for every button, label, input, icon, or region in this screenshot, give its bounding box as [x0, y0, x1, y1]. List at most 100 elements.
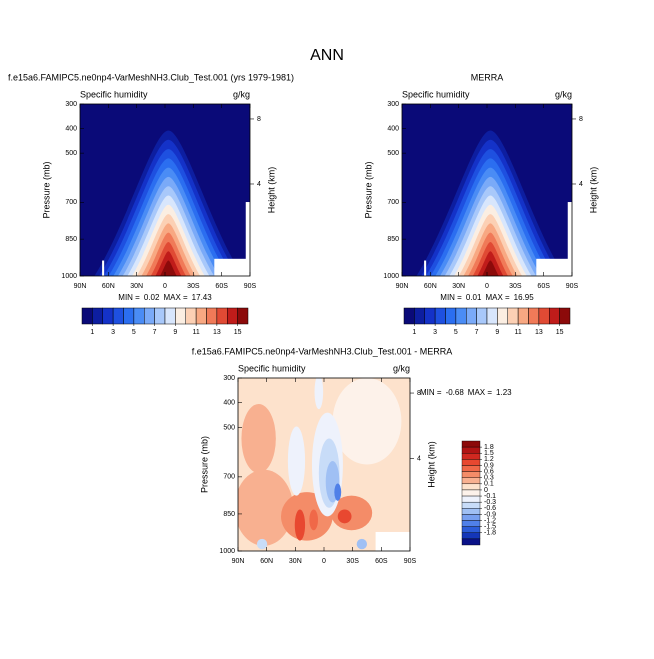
- colorbar-box: [461, 471, 481, 478]
- min-max: MIN = -0.68 MAX = 1.23: [420, 388, 512, 397]
- colorbar-label: -0.3: [484, 499, 496, 506]
- contour-fill: [332, 378, 402, 465]
- y2-axis-label: Height (km): [266, 167, 276, 214]
- min-max: MIN = 0.01 MAX = 16.95: [440, 293, 534, 302]
- colorbar-label: -0.9: [484, 511, 496, 518]
- colorbar-box: [507, 307, 519, 325]
- contour-fill: [294, 509, 306, 541]
- y-tick-label: 850: [65, 236, 77, 243]
- colorbar-label: 1: [90, 329, 94, 336]
- x-tick-label: 30S: [187, 283, 200, 290]
- colorbar-box: [461, 489, 481, 497]
- figure-title: ANN: [310, 47, 344, 64]
- y2-tick-label: 8: [417, 390, 421, 397]
- y-tick-label: 1000: [383, 273, 399, 280]
- x-tick-label: 60S: [215, 283, 228, 290]
- contour-fill: [160, 260, 177, 276]
- missing-area: [245, 202, 250, 276]
- min-max-max: 17.43: [192, 293, 213, 302]
- min-max-min: 0.01: [466, 293, 482, 302]
- x-tick-label: 60S: [537, 283, 550, 290]
- x-tick-label: 60S: [375, 558, 388, 565]
- y2-tick-label: 4: [417, 455, 421, 462]
- x-tick-label: 30S: [346, 558, 359, 565]
- y-axis-label: Pressure (mb): [363, 161, 373, 218]
- contour-fill: [287, 426, 306, 496]
- colorbar-label: -1.8: [484, 530, 496, 537]
- left-label: Specific humidity: [238, 363, 306, 373]
- x-tick-label: 90S: [566, 283, 579, 290]
- colorbar-box: [549, 307, 560, 325]
- left-label: Specific humidity: [80, 89, 148, 99]
- colorbar-box: [461, 453, 481, 460]
- colorbar-label: 0.6: [484, 468, 494, 475]
- colorbar-box: [461, 495, 481, 503]
- x-tick-label: 60N: [424, 283, 437, 290]
- colorbar-box: [414, 307, 425, 325]
- panel-title: f.e15a6.FAMIPC5.ne0np4-VarMeshNH3.Club_T…: [8, 72, 294, 82]
- right-label: g/kg: [233, 89, 250, 99]
- colorbar-box: [164, 307, 176, 325]
- min-max-max: 1.23: [496, 388, 512, 397]
- colorbar-label: 1.8: [484, 444, 494, 451]
- colorbar-box: [133, 307, 145, 325]
- colorbar-label: 1.2: [484, 456, 494, 463]
- x-tick-label: 30N: [289, 558, 302, 565]
- colorbar-label: 13: [213, 329, 221, 336]
- colorbar-box: [461, 483, 481, 491]
- missing-area: [536, 258, 572, 276]
- y2-tick-label: 4: [257, 181, 261, 188]
- colorbar-box: [461, 459, 481, 466]
- colorbar-label: 7: [153, 329, 157, 336]
- contour-fill: [238, 469, 294, 546]
- colorbar-box: [92, 307, 103, 325]
- x-tick-label: 30S: [509, 283, 522, 290]
- min-max-min-label: MIN =: [440, 293, 462, 302]
- min-max: MIN = 0.02 MAX = 17.43: [118, 293, 212, 302]
- min-max-max: 16.95: [514, 293, 535, 302]
- y2-tick-label: 8: [257, 116, 261, 123]
- contour-fill: [314, 378, 324, 410]
- colorbar-label: 7: [475, 329, 479, 336]
- y-tick-label: 400: [387, 125, 399, 132]
- colorbar-box: [237, 307, 249, 325]
- x-tick-label: 90S: [244, 283, 257, 290]
- colorbar-box: [538, 307, 550, 325]
- missing-area: [102, 260, 105, 276]
- colorbar-label: 15: [234, 329, 242, 336]
- colorbar-box: [461, 520, 481, 527]
- colorbar-box: [102, 307, 114, 325]
- colorbar-label: 0.3: [484, 475, 494, 482]
- colorbar-box: [486, 307, 498, 325]
- colorbar-label: 0: [484, 487, 488, 494]
- min-max-min-label: MIN =: [118, 293, 140, 302]
- colorbar-box: [81, 307, 93, 325]
- y-tick-label: 500: [387, 150, 399, 157]
- y-tick-label: 700: [387, 199, 399, 206]
- y-tick-label: 300: [223, 375, 235, 382]
- colorbar-box: [206, 307, 218, 325]
- colorbar-label: -1.2: [484, 517, 496, 524]
- contour-fill: [309, 509, 318, 531]
- colorbar-box: [528, 307, 540, 325]
- colorbar-label: 5: [132, 329, 136, 336]
- colorbar-box: [216, 307, 228, 325]
- min-max-min: 0.02: [144, 293, 160, 302]
- contour-fill: [241, 403, 276, 474]
- colorbar-label: 1.5: [484, 450, 494, 457]
- colorbar-box: [144, 307, 155, 325]
- colorbar-box: [445, 307, 457, 325]
- colorbar-box: [461, 440, 481, 448]
- colorbar-label: 13: [535, 329, 543, 336]
- missing-area: [375, 531, 410, 551]
- min-max-min-label: MIN =: [420, 388, 442, 397]
- colorbar-box: [195, 307, 207, 325]
- right-label: g/kg: [555, 89, 572, 99]
- colorbar-label: 5: [454, 329, 458, 336]
- contour-fill: [337, 509, 352, 524]
- contour-fill: [334, 483, 342, 501]
- y-tick-label: 400: [65, 125, 77, 132]
- colorbar-label: 9: [173, 329, 177, 336]
